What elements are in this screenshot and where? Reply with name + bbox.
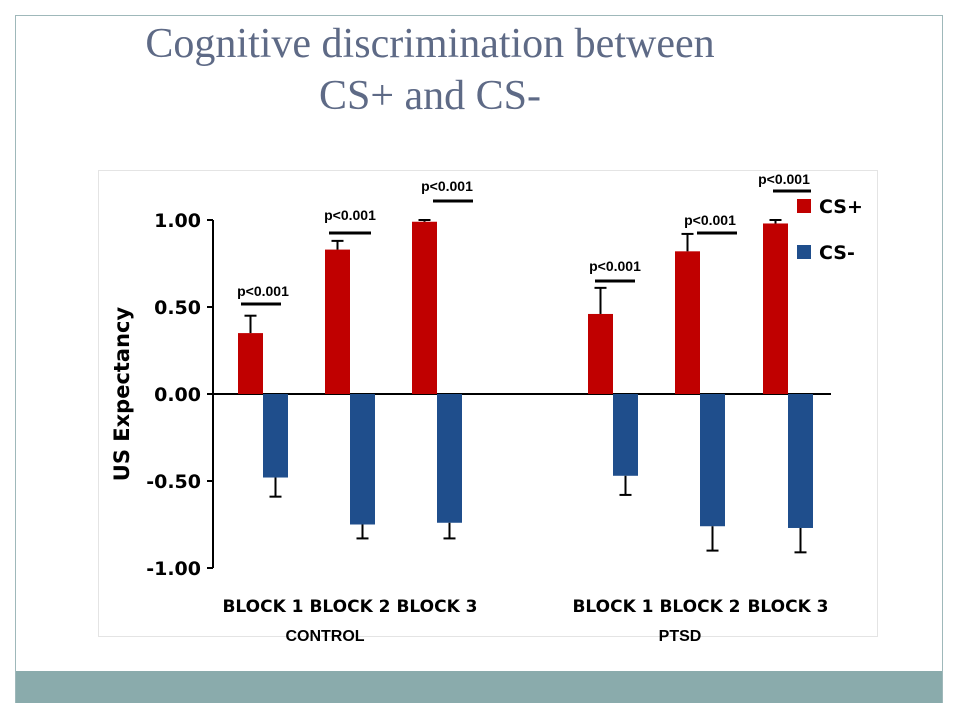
y-tick-label: 0.00	[154, 384, 201, 406]
bar-cs-plus	[588, 313, 613, 394]
significance-label: p<0.001	[684, 212, 736, 228]
bar-cs-plus	[675, 251, 700, 394]
y-tick-label: -0.50	[146, 471, 201, 493]
bar-cs-minus	[788, 394, 813, 528]
y-tick-label: -1.00	[146, 558, 201, 580]
bar-cs-minus	[263, 394, 288, 478]
x-category-label: BLOCK 1	[572, 597, 653, 617]
legend-label: CS-	[819, 242, 855, 264]
significance-label: p<0.001	[589, 258, 641, 274]
slide-footer-band	[16, 671, 942, 703]
legend-swatch	[797, 199, 811, 213]
significance-label: p<0.001	[237, 283, 289, 299]
chart-panel: 1.00 0.50 0.00 -0.50 -1.00 US Expectancy BLOCK…	[98, 170, 878, 637]
significance-label: p<0.001	[758, 171, 810, 187]
legend-label: CS+	[819, 196, 863, 218]
x-category-label: BLOCK 2	[659, 597, 740, 617]
y-axis-label: US Expectancy	[110, 306, 134, 481]
bar-cs-minus	[700, 394, 725, 527]
legend-swatch	[797, 245, 811, 259]
slide-title-line-1: Cognitive discrimination between	[145, 21, 715, 67]
bar-cs-minus	[350, 394, 375, 525]
group-label-ptsd: PTSD	[658, 628, 702, 645]
bar-chart: 1.00 0.50 0.00 -0.50 -1.00 US Expectancy BLOCK…	[110, 171, 863, 617]
x-category-label: BLOCK 3	[396, 597, 477, 617]
bar-cs-minus	[613, 394, 638, 476]
x-category-label: BLOCK 3	[747, 597, 828, 617]
x-category-label: BLOCK 2	[309, 597, 390, 617]
x-category-label: BLOCK 1	[222, 597, 303, 617]
y-tick-label: 0.50	[154, 297, 201, 319]
bar-cs-plus	[238, 333, 263, 394]
slide-title: Cognitive discrimination between CS+ and…	[60, 18, 800, 122]
bar-cs-plus	[325, 249, 350, 394]
y-tick-label: 1.00	[154, 210, 201, 232]
bar-cs-plus	[763, 223, 788, 394]
bar-cs-plus	[412, 221, 437, 394]
bar-cs-minus	[437, 394, 462, 523]
significance-label: p<0.001	[421, 178, 473, 194]
group-label-control: CONTROL	[285, 628, 365, 645]
significance-label: p<0.001	[324, 207, 376, 223]
slide-title-line-2: CS+ and CS-	[318, 73, 542, 119]
